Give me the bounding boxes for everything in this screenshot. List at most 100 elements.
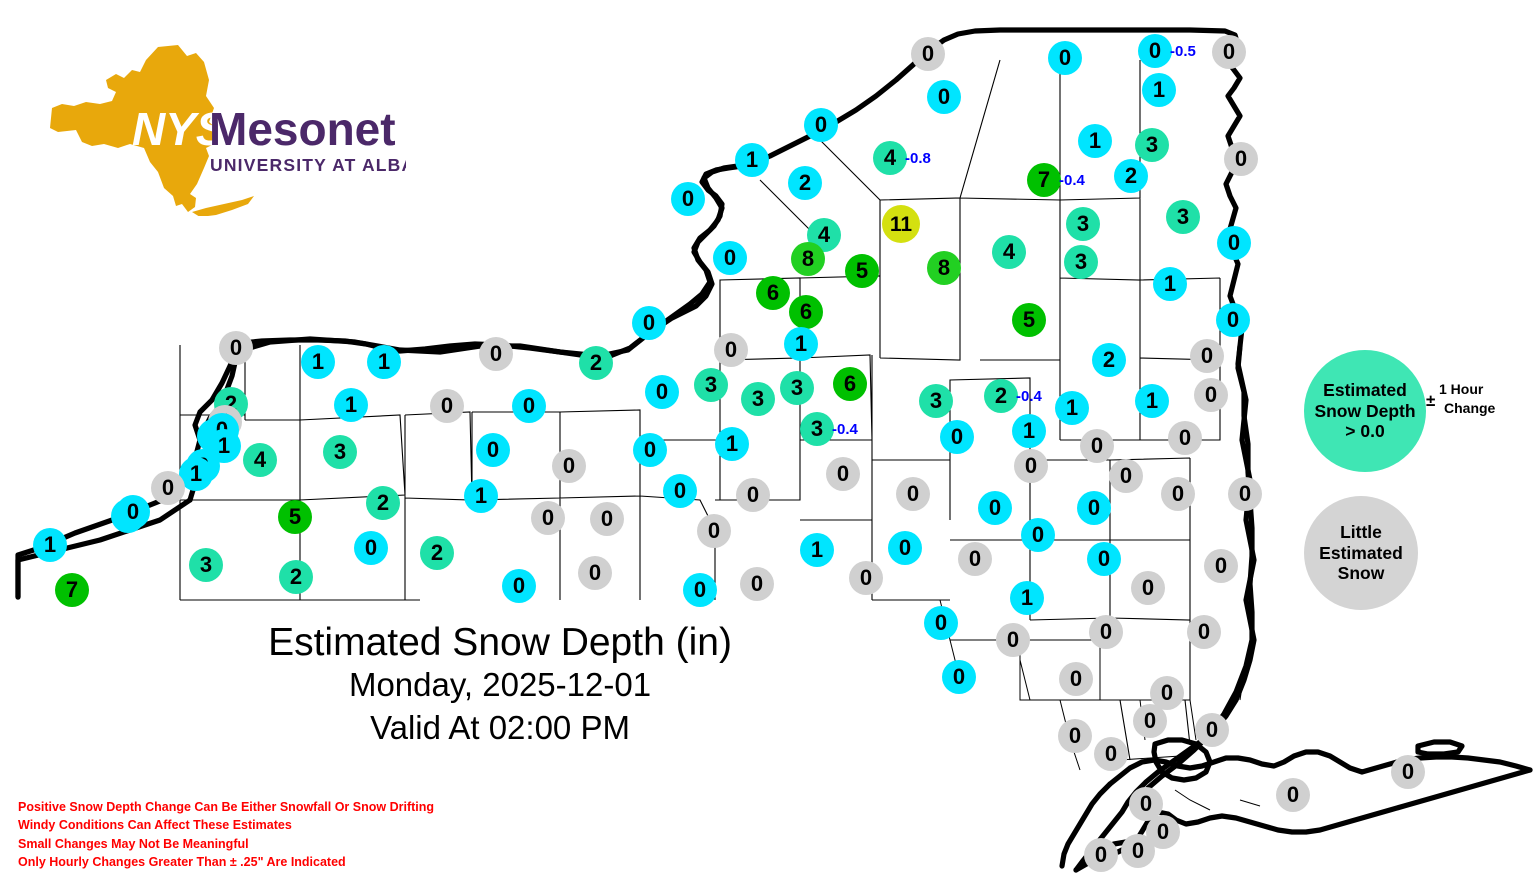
- station-marker: 11: [882, 205, 920, 243]
- station-marker: 4: [873, 141, 907, 175]
- station-change-value: -0.4: [1016, 388, 1042, 405]
- station-marker: 0: [1109, 459, 1143, 493]
- logo-mesonet-text: Mesonet: [209, 103, 396, 155]
- station-marker: 2: [366, 486, 400, 520]
- station-marker: 0: [1217, 226, 1251, 260]
- ny-state-shape-icon: [50, 45, 218, 212]
- station-change-value: -0.4: [832, 421, 858, 438]
- station-marker: 1: [1142, 73, 1176, 107]
- station-marker: 0: [430, 389, 464, 423]
- station-marker: 0: [683, 573, 717, 607]
- station-marker: 0: [958, 542, 992, 576]
- station-marker: 0: [1087, 542, 1121, 576]
- station-marker: 0: [1059, 662, 1093, 696]
- station-marker: 0: [942, 660, 976, 694]
- station-change-value: -0.5: [1170, 43, 1196, 60]
- station-marker: 0: [552, 449, 586, 483]
- nys-mesonet-logo: NYS Mesonet UNIVERSITY AT ALBANY: [46, 44, 406, 216]
- note-line-1: Positive Snow Depth Change Can Be Either…: [18, 800, 435, 814]
- station-marker: 3: [1064, 245, 1098, 279]
- station-marker: 0: [633, 433, 667, 467]
- station-marker: 4: [807, 218, 841, 252]
- station-marker: 0: [590, 502, 624, 536]
- legend-bottom-line-3: Snow: [1337, 563, 1385, 584]
- station-marker: 4: [243, 443, 277, 477]
- disclaimer-notes: Positive Snow Depth Change Can Be Either…: [18, 798, 434, 872]
- station-marker: 1: [301, 345, 335, 379]
- station-marker: 0: [1014, 449, 1048, 483]
- station-marker: 3: [694, 368, 728, 402]
- station-marker: 1: [1055, 391, 1089, 425]
- station-marker: 1: [784, 327, 818, 361]
- station-marker: 1: [334, 388, 368, 422]
- title-block: Estimated Snow Depth (in) Monday, 2025-1…: [0, 621, 1000, 750]
- station-marker: 0: [1094, 737, 1128, 771]
- station-marker: 0: [1216, 303, 1250, 337]
- station-marker: 0: [1048, 41, 1082, 75]
- station-marker: 0: [632, 306, 666, 340]
- station-marker: 0: [1204, 549, 1238, 583]
- legend-estimated-snow-depth: Estimated Snow Depth > 0.0: [1304, 350, 1426, 472]
- station-marker: 3: [1066, 207, 1100, 241]
- station-marker: 0: [927, 80, 961, 114]
- station-marker: 3: [323, 435, 357, 469]
- station-marker: 3: [780, 371, 814, 405]
- legend-top-line-1: Estimated: [1323, 380, 1407, 401]
- station-marker: 0: [476, 433, 510, 467]
- station-marker: 0: [502, 569, 536, 603]
- station-marker: 0: [736, 478, 770, 512]
- station-marker: 0: [1080, 429, 1114, 463]
- legend-change-label: 1 Hour Change: [1426, 380, 1534, 418]
- station-marker: 0: [1089, 615, 1123, 649]
- station-marker: 0: [896, 477, 930, 511]
- station-marker: 1: [1078, 124, 1112, 158]
- logo-nys-text: NYS: [132, 103, 227, 155]
- station-marker: 1: [1135, 384, 1169, 418]
- station-marker: 2: [788, 166, 822, 200]
- station-marker: 0: [354, 531, 388, 565]
- station-marker: 0: [1161, 477, 1195, 511]
- station-marker: 7: [1027, 163, 1061, 197]
- station-marker: 3: [741, 382, 775, 416]
- logo-subtitle-text: UNIVERSITY AT ALBANY: [210, 155, 406, 175]
- title-valid-time: Valid At 02:00 PM: [370, 709, 630, 746]
- station-marker: 0: [826, 457, 860, 491]
- station-marker: 2: [579, 346, 613, 380]
- station-marker: 3: [919, 384, 953, 418]
- station-marker: 0: [713, 241, 747, 275]
- station-marker: 0: [697, 514, 731, 548]
- station-marker: 0: [1187, 615, 1221, 649]
- station-marker: 6: [789, 295, 823, 329]
- station-marker: 1: [464, 479, 498, 513]
- station-marker: 2: [1092, 343, 1126, 377]
- station-marker: 0: [671, 182, 705, 216]
- station-marker: 0: [740, 567, 774, 601]
- station-marker: 1: [1012, 414, 1046, 448]
- station-marker: 1: [1010, 581, 1044, 615]
- station-marker: 2: [984, 379, 1018, 413]
- station-marker: 5: [845, 254, 879, 288]
- station-marker: 0: [1133, 704, 1167, 738]
- page-title: Estimated Snow Depth (in): [268, 621, 732, 664]
- station-marker: 0: [645, 375, 679, 409]
- station-marker: 0: [663, 474, 697, 508]
- station-marker: 0: [804, 108, 838, 142]
- station-marker: 6: [833, 367, 867, 401]
- station-marker: 0: [531, 501, 565, 535]
- legend-top-line-3: > 0.0: [1345, 421, 1385, 442]
- legend-top-line-2: Snow Depth: [1314, 400, 1416, 421]
- station-marker: 0: [116, 495, 150, 529]
- station-marker: 0: [1084, 838, 1118, 872]
- station-marker: 0: [1194, 378, 1228, 412]
- station-marker: 0: [1138, 34, 1172, 68]
- station-marker: 0: [1212, 35, 1246, 69]
- station-marker: 1: [1153, 267, 1187, 301]
- station-marker: 0: [911, 37, 945, 71]
- station-marker: 0: [1228, 477, 1262, 511]
- note-line-4: Only Hourly Changes Greater Than ± .25" …: [18, 855, 346, 870]
- legend-change-line-1: 1 Hour: [1439, 381, 1484, 397]
- station-marker: 0: [978, 491, 1012, 525]
- station-marker: 1: [800, 533, 834, 567]
- note-line-2: Windy Conditions Can Affect These Estima…: [18, 818, 292, 833]
